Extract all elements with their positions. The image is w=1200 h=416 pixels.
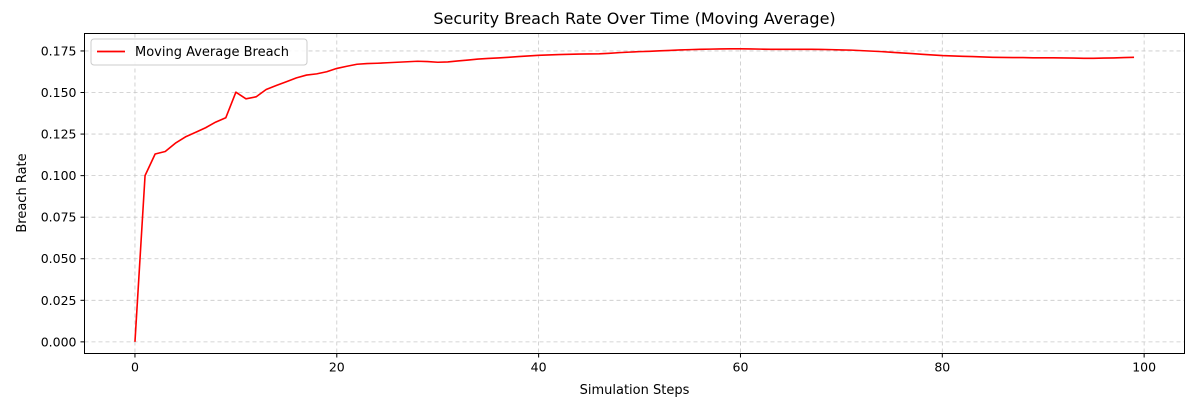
y-tick-label: 0.075: [41, 210, 77, 225]
x-tick-label: 80: [934, 360, 950, 375]
y-axis-label: Breach Rate: [15, 153, 30, 232]
legend: Moving Average Breach: [90, 38, 308, 66]
y-tick-label: 0.000: [41, 334, 77, 349]
y-tick-label: 0.050: [41, 251, 77, 266]
legend-label: Moving Average Breach: [135, 45, 289, 60]
x-tick-label: 100: [1132, 360, 1156, 375]
y-tick-label: 0.125: [41, 127, 77, 142]
x-tick-label: 20: [329, 360, 345, 375]
series-line-moving-average-breach: [134, 47, 1135, 342]
x-axis-label: Simulation Steps: [580, 383, 690, 398]
y-tick-label: 0.025: [41, 293, 77, 308]
grid-lines: [84, 33, 1185, 354]
y-tick-label: 0.150: [41, 85, 77, 100]
y-tick-label: 0.100: [41, 168, 77, 183]
x-tick-label: 0: [131, 360, 139, 375]
x-tick-label: 40: [531, 360, 547, 375]
chart-title: Security Breach Rate Over Time (Moving A…: [433, 9, 835, 28]
plot-area-frame: [84, 33, 1185, 354]
x-tick-label: 60: [733, 360, 749, 375]
legend-box: [90, 38, 308, 66]
y-axis-ticks: 0.000 0.025 0.050 0.075 0.100 0.125 0.150 0.175: [41, 43, 85, 349]
y-tick-label: 0.175: [41, 43, 77, 58]
x-axis-ticks: 0 20 40 60 80 100: [131, 353, 1156, 375]
